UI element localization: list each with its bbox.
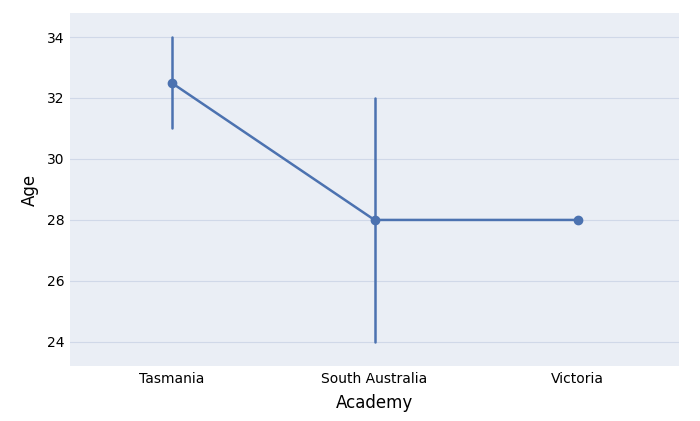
X-axis label: Academy: Academy [336,394,413,412]
Y-axis label: Age: Age [20,173,38,205]
